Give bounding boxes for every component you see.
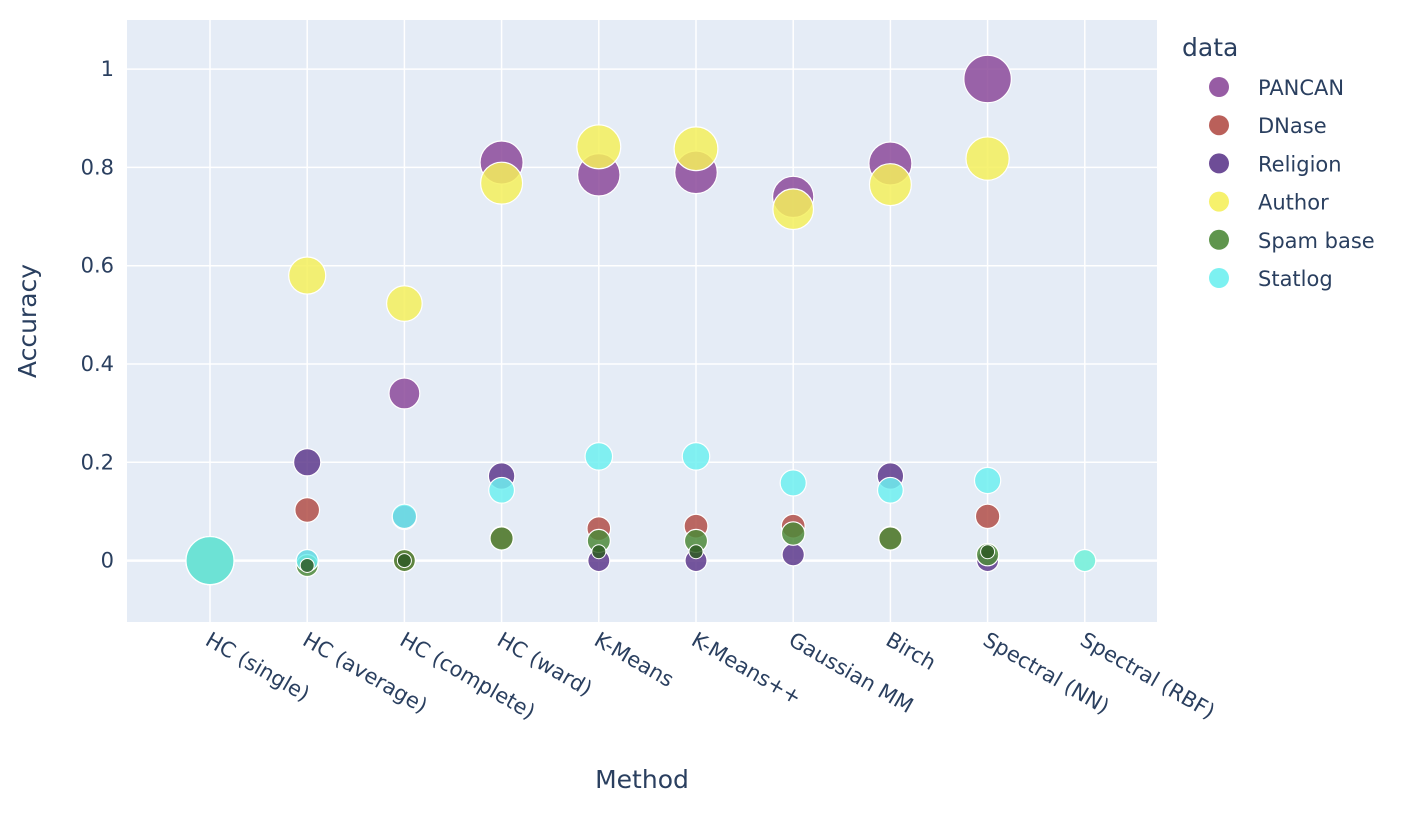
point-statlog-birch <box>876 476 904 504</box>
y-tick-labels: 0 0.2 0.4 0.6 0.8 1 <box>81 57 114 572</box>
point-spam-base-birch <box>878 526 903 551</box>
x-tick-label: HC (single) <box>202 628 314 707</box>
point-statlog-k-means <box>584 442 614 471</box>
point-pancan-hc-complete <box>388 377 421 410</box>
point-dnase-hc-average <box>294 497 321 523</box>
y-tick-label: 0.4 <box>81 352 114 376</box>
y-tick-label: 0.2 <box>81 450 114 474</box>
point-author-k-means <box>673 126 719 172</box>
y-tick-label: 0.8 <box>81 155 114 179</box>
point-statlog-k-means <box>681 442 711 471</box>
point-author-hc-complete <box>386 285 423 322</box>
x-tick-labels: HC (single)HC (average)HC (complete)HC (… <box>202 628 1219 725</box>
legend-title: data <box>1182 33 1238 62</box>
legend-label-dnase: DNase <box>1258 114 1327 138</box>
point-spam-base-gaussian-mm <box>780 521 806 546</box>
legend-marker-religion <box>1209 153 1229 174</box>
x-axis-title: Method <box>595 765 689 794</box>
point-statlog-spectral-rbf <box>1073 548 1097 573</box>
point-author-hc-ward <box>480 161 524 205</box>
legend-marker-statlog <box>1209 268 1229 288</box>
legend-items: PANCAN DNase Religion Author Spam base Statlo… <box>1209 76 1375 291</box>
y-axis-title: Accuracy <box>13 264 42 378</box>
x-tick-label: Birch <box>882 628 940 675</box>
point-statlog-spectral-nn <box>973 466 1002 495</box>
point-author-hc-average <box>288 256 327 295</box>
marker-layer <box>185 54 1097 586</box>
point-statlog-hc-single <box>185 535 235 586</box>
point-religion-gaussian-mm <box>781 542 805 567</box>
legend-label-statlog: Statlog <box>1258 267 1333 291</box>
x-tick-label: K-Means++ <box>688 628 806 710</box>
point-pancan-spectral-nn <box>963 54 1012 104</box>
overlay-point-spam-base-k-means <box>591 544 607 560</box>
point-author-spectral-nn <box>965 136 1010 181</box>
overlay-point-spam-base-hc-complete <box>396 553 412 569</box>
point-dnase-spectral-nn <box>974 503 1001 530</box>
legend-label-spam-base: Spam base <box>1258 229 1375 253</box>
plot-background <box>127 20 1157 622</box>
y-tick-label: 0.6 <box>81 254 114 278</box>
legend-marker-dnase <box>1209 115 1229 136</box>
legend-marker-spam-base <box>1209 229 1229 250</box>
legend-marker-author <box>1209 191 1229 212</box>
point-statlog-gaussian-mm <box>779 469 807 497</box>
point-statlog-hc-complete <box>391 503 418 530</box>
overlay-point-spam-base-spectral-nn <box>980 544 996 560</box>
y-tick-label: 0 <box>101 549 114 573</box>
legend-label-religion: Religion <box>1258 152 1342 176</box>
legend: data PANCAN DNase Religion Author Spam base S… <box>1182 33 1375 291</box>
point-author-birch <box>868 163 912 207</box>
x-tick-label: K-Means <box>590 628 678 692</box>
point-religion-hc-average <box>293 448 322 477</box>
legend-marker-pancan <box>1209 77 1229 97</box>
legend-label-pancan: PANCAN <box>1258 76 1344 100</box>
overlay-point-spam-base-hc-average <box>299 557 315 573</box>
point-author-k-means <box>576 124 622 170</box>
y-tick-label: 1 <box>101 57 114 81</box>
overlay-point-spam-base-k-means <box>688 544 704 560</box>
point-spam-base-hc-ward <box>489 526 514 551</box>
legend-label-author: Author <box>1258 191 1329 215</box>
point-author-gaussian-mm <box>772 188 815 231</box>
point-statlog-hc-ward <box>488 476 516 504</box>
